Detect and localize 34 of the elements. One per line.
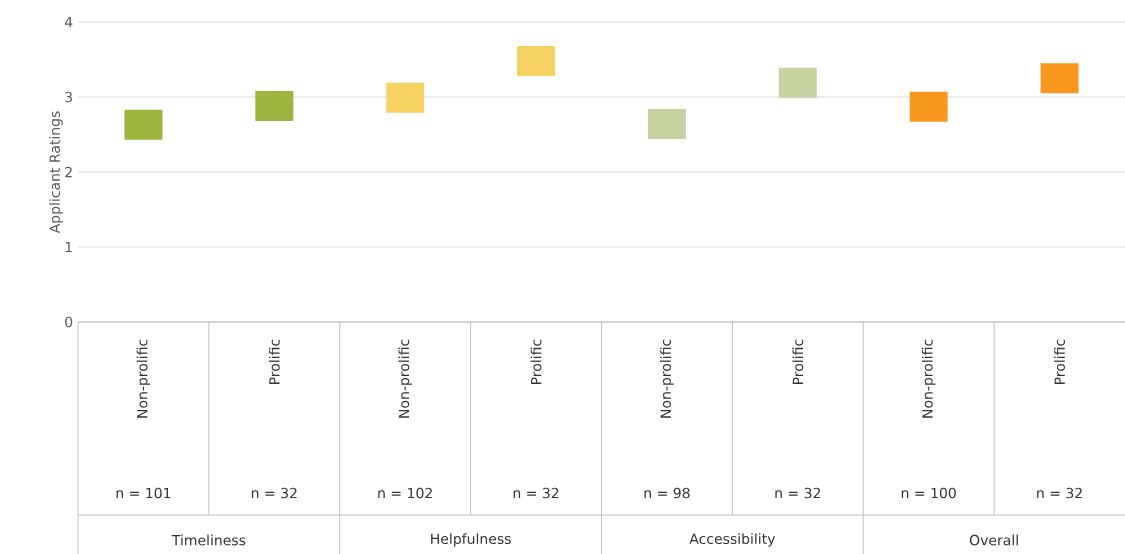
bar xyxy=(517,46,556,76)
x-tick-label: Non-prolific xyxy=(921,339,936,418)
x-tick-label: Prolific xyxy=(268,339,280,384)
x-tick-label: Prolific xyxy=(530,339,542,384)
bar xyxy=(386,82,425,113)
y-tick-label: 4 xyxy=(64,16,73,28)
text: n = 32 xyxy=(775,487,821,499)
bar xyxy=(1040,63,1079,94)
x-tick-label: Non-prolific xyxy=(398,339,412,418)
text: n = 101 xyxy=(116,487,171,499)
y-tick-label: 0 xyxy=(65,316,73,328)
text: Helpfulness xyxy=(431,533,511,547)
y-tick-label: 2 xyxy=(65,166,72,178)
text: n = 98 xyxy=(644,487,690,499)
bar xyxy=(647,109,686,139)
text: n = 32 xyxy=(251,487,297,499)
y-tick-label: 3 xyxy=(65,91,73,103)
text: n = 100 xyxy=(901,487,956,499)
bar xyxy=(124,109,163,140)
text: n = 32 xyxy=(513,487,559,499)
text: n = 102 xyxy=(378,487,432,499)
bar xyxy=(255,91,294,121)
text: Overall xyxy=(969,534,1018,546)
x-tick-label: Non-prolific xyxy=(660,339,674,418)
text: n = 32 xyxy=(1037,487,1082,499)
y-tick-label: 1 xyxy=(65,241,72,253)
x-tick-label: Prolific xyxy=(792,339,804,384)
x-tick-label: Prolific xyxy=(1054,339,1065,384)
text: Timeliness xyxy=(171,534,246,546)
x-tick-label: Non-prolific xyxy=(136,339,151,418)
bar xyxy=(909,91,948,122)
text: Accessibility xyxy=(689,533,776,547)
y-axis-title: Applicant Ratings xyxy=(49,111,63,234)
bar xyxy=(778,67,817,98)
